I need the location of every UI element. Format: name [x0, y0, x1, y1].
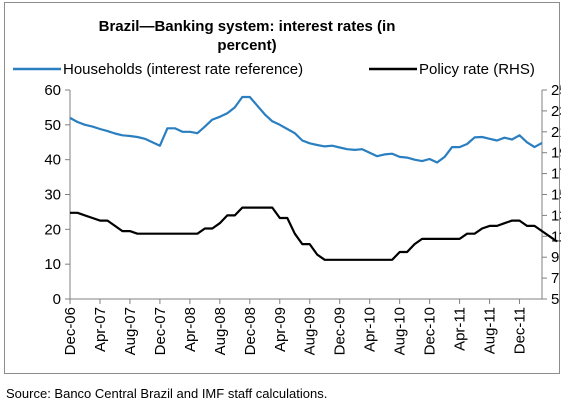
x-tick-label: Dec-06	[62, 307, 79, 355]
x-tick-label: Dec-08	[242, 307, 259, 355]
y-left-tick-label: 10	[44, 256, 61, 273]
series-line-policy-rate	[70, 206, 558, 261]
y-left-tick-label: 20	[44, 221, 61, 238]
y-left-tick-label: 30	[44, 187, 61, 204]
x-tick-label: Apr-09	[272, 307, 289, 352]
y-right-tick-label: 21	[551, 124, 561, 141]
y-left-tick-label: 0	[53, 291, 61, 308]
series-line-households	[69, 95, 543, 164]
y-left-tick-label: 60	[44, 82, 61, 99]
chart-frame: Brazil—Banking system: interest rates (i…	[4, 2, 561, 374]
y-right-tick-label: 11	[551, 228, 561, 245]
x-tick-label: Apr-11	[452, 307, 469, 351]
x-tick-label: Aug-10	[392, 307, 409, 355]
legend-label-policy-rate: Policy rate (RHS)	[419, 61, 535, 78]
x-tick-label: Dec-11	[512, 307, 529, 354]
chart-title-line-2: percent)	[217, 37, 276, 54]
x-tick-label: Apr-10	[362, 307, 379, 352]
y-right-tick-label: 13	[551, 207, 561, 224]
y-left-tick-label: 50	[44, 117, 61, 134]
x-tick-label: Apr-07	[92, 307, 109, 352]
y-right-tick-label: 9	[551, 249, 559, 266]
x-tick-label: Dec-10	[422, 307, 439, 355]
y-left-tick-label: 40	[44, 152, 61, 169]
y-right-tick-label: 15	[551, 187, 561, 204]
chart-svg: Brazil—Banking system: interest rates (i…	[13, 18, 561, 355]
x-tick-label: Aug-07	[122, 307, 139, 355]
y-right-tick-label: 25	[551, 82, 561, 99]
axes: 0 10 20 30 40 50 60 5 7 9 11 13 15 17 19 21 23 25 Dec-06 Ap…	[44, 82, 561, 355]
y-right-tick-label: 7	[551, 270, 559, 287]
data-lines	[69, 95, 558, 261]
x-tick-label: Dec-07	[152, 307, 169, 355]
x-tick-label: Aug-11	[482, 307, 499, 354]
chart-title-line-1: Brazil—Banking system: interest rates (i…	[99, 18, 396, 35]
x-tick-label: Aug-08	[212, 307, 229, 355]
legend: Households (interest rate reference) Pol…	[13, 61, 535, 78]
source-note: Source: Banco Central Brazil and IMF sta…	[6, 386, 328, 401]
y-right-tick-label: 5	[551, 291, 559, 308]
y-right-tick-label: 17	[551, 166, 561, 183]
x-tick-label: Aug-09	[302, 307, 319, 355]
x-tick-label: Dec-09	[332, 307, 349, 355]
y-right-tick-label: 19	[551, 145, 561, 162]
y-right-tick-label: 23	[551, 103, 561, 120]
x-tick-label: Apr-08	[182, 307, 199, 352]
legend-label-households: Households (interest rate reference)	[63, 61, 303, 78]
